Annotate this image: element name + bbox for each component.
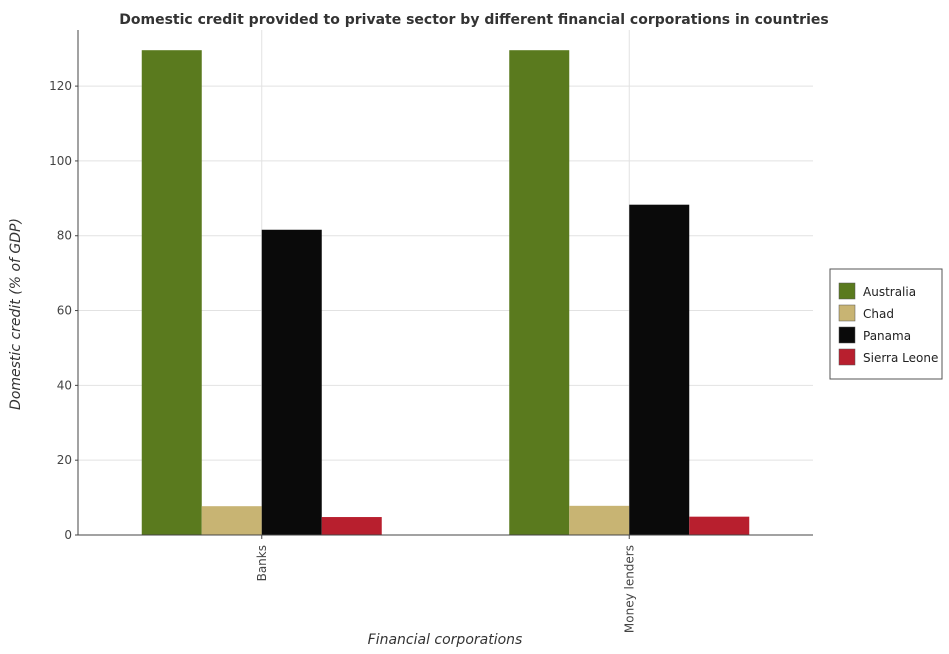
bar-australia-banks [141, 50, 202, 535]
y-tick-label: 20 [57, 453, 72, 467]
legend-label: Panama [863, 329, 911, 343]
y-tick-label: 60 [57, 304, 72, 318]
x-axis-label: Financial corporations [368, 632, 523, 648]
x-tick-label: Banks [255, 545, 269, 581]
legend-swatch [838, 304, 856, 322]
legend-swatch [838, 348, 856, 366]
bar-panama-money-lenders [629, 204, 690, 535]
y-tick-label: 40 [57, 378, 72, 392]
bar-sierra-leone-banks [321, 517, 382, 535]
bar-sierra-leone-money-lenders [689, 516, 750, 535]
legend-label: Chad [863, 307, 894, 321]
y-tick-label: 120 [49, 79, 72, 93]
legend-label: Sierra Leone [863, 351, 938, 365]
y-tick-label: 100 [49, 154, 72, 168]
axes: 0 20 40 60 80 100 120 Banks Money lenders [49, 30, 813, 633]
bar-panama-banks [261, 229, 322, 535]
bar-chad-money-lenders [569, 505, 630, 535]
legend-label: Australia [863, 285, 916, 299]
legend: Australia Chad Panama Sierra Leone [829, 268, 943, 380]
y-tick-label: 0 [64, 528, 72, 542]
bars [141, 50, 750, 535]
y-axis-label: Domestic credit (% of GDP) [8, 218, 24, 410]
y-tick-label: 80 [57, 229, 72, 243]
legend-swatch [838, 282, 856, 300]
legend-swatch [838, 326, 856, 344]
bar-australia-money-lenders [509, 50, 570, 535]
bar-chad-banks [201, 506, 262, 535]
x-tick-label: Money lenders [622, 545, 636, 633]
chart-title: Domestic credit provided to private sect… [119, 12, 828, 28]
